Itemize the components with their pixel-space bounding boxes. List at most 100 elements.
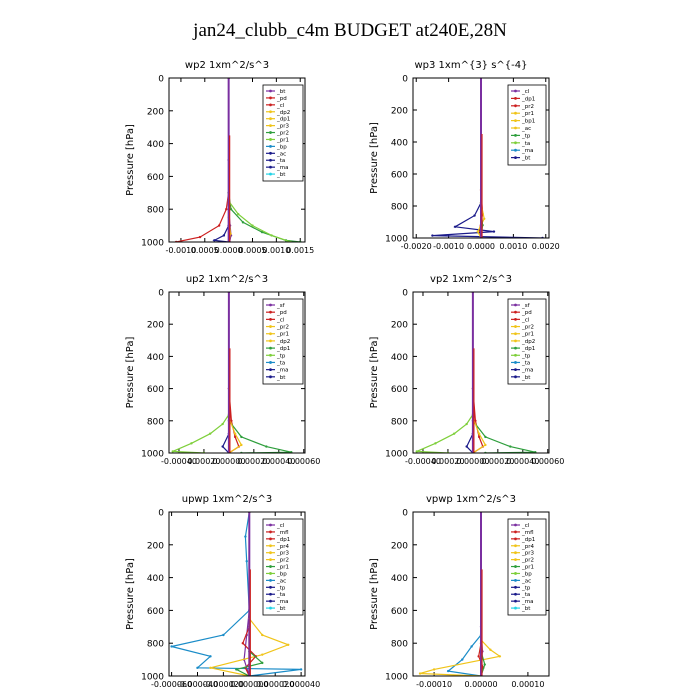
plot-frame	[168, 291, 306, 454]
y-tick-label: 600	[391, 385, 408, 395]
legend-marker	[269, 544, 272, 548]
legend-marker	[269, 578, 272, 582]
y-tick-label: 1000	[141, 673, 164, 683]
x-tick-label: 0.000040	[282, 680, 320, 689]
x-tick-label: 0.00000	[456, 457, 489, 466]
data-point	[196, 666, 199, 669]
y-tick-label: 1000	[385, 235, 408, 245]
x-tick-label: 0.0010	[262, 246, 290, 255]
legend-label: _pr4	[276, 544, 290, 550]
legend-marker	[514, 325, 517, 328]
legend: _sf_pd_cl _pr2_pr1_dp2_dp1_tp_ta _ma_bt	[262, 298, 304, 385]
data-point	[221, 422, 224, 426]
legend-marker	[514, 126, 517, 130]
x-tick-label: 0.000020	[256, 680, 294, 689]
legend-marker	[514, 361, 517, 364]
legend-marker	[514, 551, 517, 555]
data-point	[209, 655, 212, 658]
y-axis-label: Pressure [hPa]	[369, 558, 380, 630]
legend-marker	[269, 172, 272, 176]
legend-label: _tp	[521, 585, 531, 591]
legend-label: _ma	[276, 165, 288, 171]
legend-marker	[514, 565, 517, 568]
legend-marker	[269, 361, 272, 364]
panel-up2: up2 1xm^2/s^3 Pressure [hPa] 0 200 400 600 800…	[125, 274, 320, 466]
y-tick-label: 0	[158, 75, 164, 85]
y-tick-label: 0	[402, 509, 408, 519]
legend-label: _pd	[521, 310, 532, 316]
data-point	[261, 653, 264, 656]
y-tick-label: 200	[391, 321, 408, 331]
data-point	[286, 643, 290, 647]
x-tick-label: 0.0015	[286, 246, 314, 255]
series-line	[176, 78, 230, 242]
legend-marker	[514, 134, 517, 137]
legend-label: _pr2	[521, 104, 534, 110]
series-line	[212, 78, 230, 242]
data-point	[190, 442, 193, 445]
legend-marker	[269, 151, 272, 155]
legend-marker	[514, 578, 517, 582]
x-tick-label: -0.00040	[161, 457, 197, 466]
y-tick-label: 200	[391, 107, 408, 117]
legend-label: _pr2	[276, 558, 289, 564]
y-tick-label: 600	[147, 607, 164, 617]
legend-label: _ta	[521, 360, 530, 366]
data-point	[225, 208, 228, 211]
data-point	[222, 633, 225, 637]
legend-label: _ac	[276, 151, 286, 157]
panel-upwp: upwp 1xm^2/s^3 Pressure [hPa] 0 200 400 600 80…	[125, 494, 320, 689]
y-tick-label: 800	[391, 640, 408, 650]
legend-label: _bt	[521, 156, 531, 162]
legend-label: _cl	[521, 317, 530, 323]
legend-marker	[269, 117, 272, 121]
y-tick-label: 200	[391, 541, 408, 551]
data-point	[299, 668, 303, 671]
data-point	[260, 230, 264, 234]
data-point	[221, 445, 224, 448]
legend-label: _pd	[276, 310, 287, 316]
legend-label: _bt	[276, 172, 286, 178]
data-point	[476, 230, 479, 233]
series-line	[172, 292, 230, 453]
legend-marker	[514, 585, 517, 589]
legend-marker	[269, 585, 272, 589]
data-point	[453, 225, 457, 228]
legend-marker	[269, 317, 272, 321]
data-point	[452, 432, 456, 435]
panel-vp2: vp2 1xm^2/s^3 Pressure [hPa] 0 200 400 600 800…	[369, 274, 564, 466]
data-point	[461, 658, 464, 661]
y-tick-label: 1000	[141, 450, 164, 460]
x-tick-label: 0.0000	[467, 242, 495, 251]
x-tick-label: 0.00000	[212, 457, 245, 466]
data-point	[483, 217, 486, 220]
series-group	[170, 512, 303, 676]
series-line	[419, 512, 502, 676]
legend-label: _dp2	[276, 339, 290, 345]
data-point	[477, 432, 481, 435]
y-tick-label: 400	[391, 353, 408, 363]
legend-label: _bt	[276, 89, 286, 95]
legend-label: _pr3	[276, 551, 290, 557]
legend-label: _ta	[521, 141, 530, 147]
legend-marker	[514, 544, 517, 548]
legend-marker	[269, 368, 272, 372]
legend-label: _bt	[276, 606, 286, 612]
x-tick-label: 0.00060	[287, 457, 320, 466]
data-point	[208, 432, 212, 435]
y-tick-label: 1000	[141, 239, 164, 249]
legend-label: _tp	[521, 133, 531, 139]
legend: _cl_mfl_dp1_pr4_pr3_pr2_pr1_bp_ac_tp_ta_…	[262, 518, 304, 616]
legend-marker	[269, 558, 272, 562]
legend-label: _ac	[521, 126, 531, 132]
legend-marker	[269, 346, 272, 350]
y-tick-label: 400	[391, 139, 408, 149]
legend-label: _cl	[521, 89, 530, 95]
legend-label: _bp	[276, 144, 287, 150]
data-point	[233, 432, 237, 435]
legend-label: _pr2	[276, 131, 289, 137]
data-point	[498, 655, 501, 658]
legend-marker	[514, 375, 517, 379]
data-point	[251, 224, 254, 227]
